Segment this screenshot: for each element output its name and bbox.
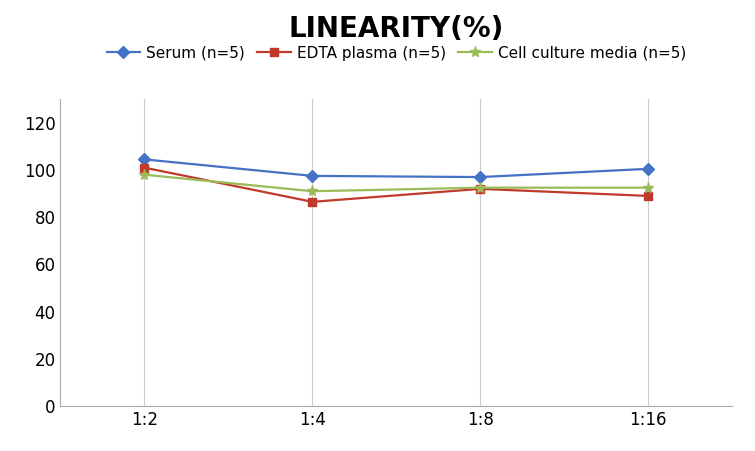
Legend: Serum (n=5), EDTA plasma (n=5), Cell culture media (n=5): Serum (n=5), EDTA plasma (n=5), Cell cul… (100, 39, 692, 67)
Title: LINEARITY(%): LINEARITY(%) (288, 15, 504, 43)
Serum (n=5) (308, 173, 317, 179)
Cell culture media (n=5) (644, 185, 653, 190)
Serum (n=5) (140, 156, 149, 162)
Line: Cell culture media (n=5): Cell culture media (n=5) (139, 169, 654, 197)
EDTA plasma (n=5) (644, 193, 653, 198)
Serum (n=5) (476, 175, 485, 180)
Serum (n=5) (644, 166, 653, 171)
Cell culture media (n=5) (308, 189, 317, 194)
Line: Serum (n=5): Serum (n=5) (140, 155, 652, 181)
EDTA plasma (n=5) (308, 199, 317, 205)
Cell culture media (n=5) (140, 172, 149, 177)
Cell culture media (n=5) (476, 185, 485, 190)
EDTA plasma (n=5) (476, 186, 485, 192)
Line: EDTA plasma (n=5): EDTA plasma (n=5) (140, 163, 652, 206)
EDTA plasma (n=5) (140, 165, 149, 170)
